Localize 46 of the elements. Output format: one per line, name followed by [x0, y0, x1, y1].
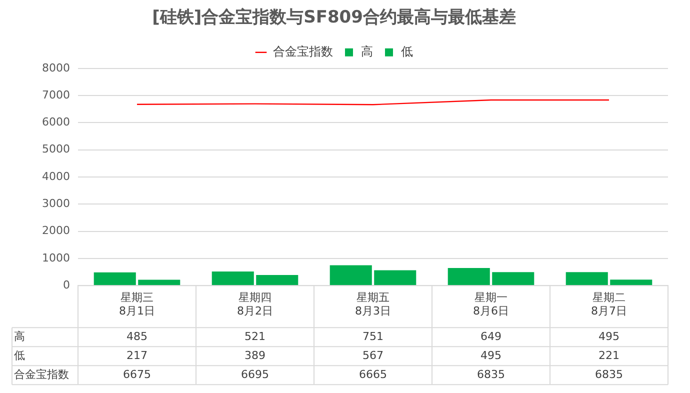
x-tick-label: 星期四 8月2日 [237, 291, 273, 318]
data-label: 485 [126, 330, 148, 343]
y-tick-label: 1000 [42, 251, 70, 264]
y-tick-label: 3000 [42, 197, 70, 210]
y-tick-label: 8000 [42, 61, 70, 74]
data-label: 221 [598, 348, 620, 362]
y-tick-label: 4000 [42, 170, 70, 183]
bar [374, 270, 416, 286]
text: 高 [14, 330, 25, 343]
data-label: 521 [244, 330, 266, 343]
y-tick-label: 0 [63, 278, 70, 292]
x-tick-label: 星期五 8月3日 [355, 291, 391, 318]
y-tick-label: 6000 [42, 116, 70, 129]
bar [256, 275, 298, 286]
data-label: 6835 [595, 368, 623, 381]
text: 合金宝指数 [14, 368, 69, 381]
data-label: 751 [362, 330, 384, 343]
data-label: 6835 [477, 368, 505, 381]
data-label: 217 [126, 348, 148, 362]
bar [138, 280, 180, 286]
bar [448, 268, 490, 286]
data-label: 495 [598, 330, 620, 343]
data-label: 495 [480, 348, 502, 362]
x-tick-label: 星期一 8月6日 [473, 291, 509, 318]
data-label: 6675 [123, 368, 151, 381]
chart-title: [硅铁]合金宝指数与SF809合约最高与最低基差 [152, 8, 516, 28]
bar [492, 272, 534, 286]
y-tick-label: 2000 [42, 224, 70, 238]
data-label: 649 [480, 330, 502, 343]
x-tick-label: 星期二 8月7日 [591, 291, 627, 318]
x-tick-label: 星期三 8月1日 [119, 291, 155, 318]
legend-label: 合金宝指数 [273, 44, 333, 59]
legend-label: 高 [361, 44, 373, 59]
data-label: 6695 [241, 368, 269, 381]
bar [610, 280, 652, 286]
bar [566, 272, 608, 286]
data-label: 389 [244, 348, 266, 362]
text: 低 [14, 348, 25, 362]
bar [94, 272, 136, 286]
legend-label: 低 [401, 44, 413, 59]
data-label: 567 [362, 348, 384, 362]
bar [212, 271, 254, 286]
y-tick-label: 5000 [42, 142, 70, 156]
bar [330, 265, 372, 286]
data-label: 6665 [359, 368, 387, 381]
y-tick-label: 7000 [42, 88, 70, 102]
